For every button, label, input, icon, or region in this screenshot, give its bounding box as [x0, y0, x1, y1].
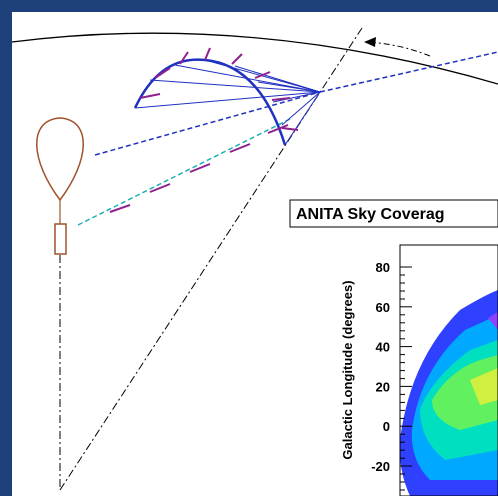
y-tick-label: 60: [376, 300, 390, 315]
y-tick-label: -20: [371, 459, 390, 474]
page: ANITA Sky Coverag 80 60 40 20 0 -20 Galactic …: [0, 0, 498, 496]
y-tick-label: 40: [376, 340, 390, 355]
inset-title: ANITA Sky Coverag: [296, 206, 444, 223]
y-tick-label: 20: [376, 379, 390, 394]
y-tick-label: 80: [376, 260, 390, 275]
y-axis-label: Galactic Longitude (degrees): [340, 280, 355, 459]
y-tick-label: 0: [383, 419, 390, 434]
figure: ANITA Sky Coverag 80 60 40 20 0 -20 Galactic …: [0, 0, 498, 496]
